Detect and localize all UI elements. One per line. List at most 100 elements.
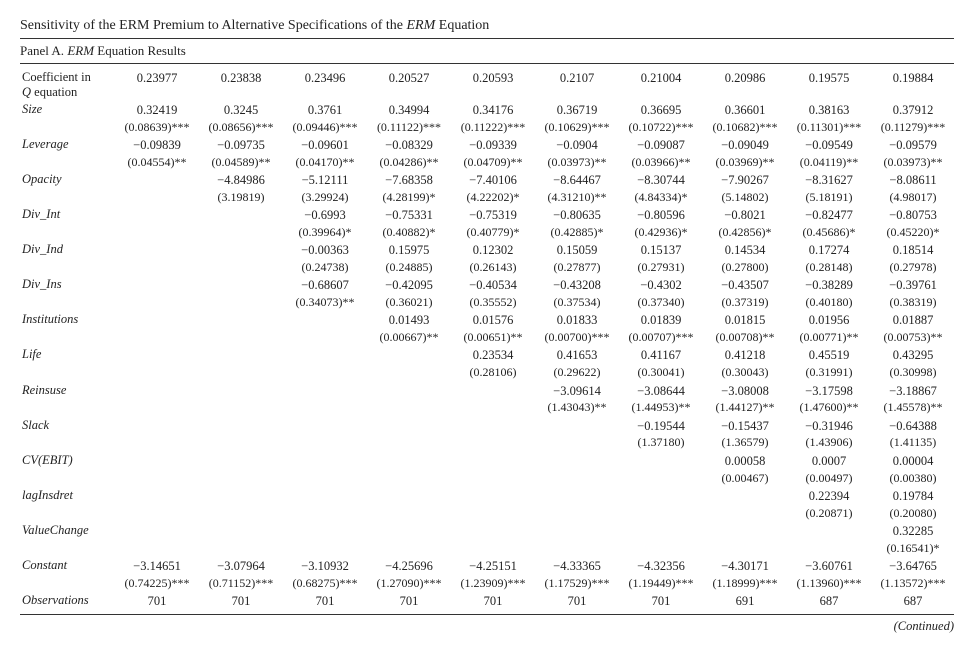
table-row: Div_Ind−0.003630.159750.123020.150590.15… [20,240,955,259]
bottom-rule [20,614,954,615]
se-cell: (0.30043) [703,364,787,380]
table-row: Leverage−0.09839−0.09735−0.09601−0.08329… [20,135,955,154]
se-cell: (0.31991) [787,364,871,380]
coef-cell: −0.80596 [619,205,703,224]
se-cell: (0.09446)*** [283,119,367,135]
coef-cell: −0.43507 [703,275,787,294]
coef-cell: 0.19884 [871,68,955,100]
coef-cell [115,381,199,400]
table-row: Size0.324190.32450.37610.349940.341760.3… [20,100,955,119]
coef-cell: 0.41218 [703,345,787,364]
se-cell [283,540,367,556]
se-cell [619,505,703,521]
coef-cell: −4.33365 [535,556,619,575]
se-cell: (0.68275)*** [283,575,367,591]
coef-cell: 0.01815 [703,310,787,329]
coef-cell: −3.18867 [871,381,955,400]
coef-cell [115,486,199,505]
se-cell [199,505,283,521]
coef-cell [283,451,367,470]
coef-cell: −3.17598 [787,381,871,400]
coef-cell [115,240,199,259]
se-cell: (4.28199)* [367,189,451,205]
coef-cell [451,521,535,540]
coef-cell: −3.14651 [115,556,199,575]
se-cell [115,364,199,380]
se-cell [199,434,283,450]
row-label: Div_Int [20,205,115,224]
coef-cell [787,521,871,540]
coef-cell: −0.09549 [787,135,871,154]
se-cell: (1.27090)*** [367,575,451,591]
se-cell: (0.24885) [367,259,451,275]
coef-cell: −0.8021 [703,205,787,224]
coef-cell [535,451,619,470]
se-cell [283,470,367,486]
coef-cell: 687 [871,591,955,610]
se-cell: (0.11279)*** [871,119,955,135]
coef-cell: 0.20593 [451,68,535,100]
se-cell: (0.03973)** [535,154,619,170]
coef-cell: 0.3761 [283,100,367,119]
se-cell [367,505,451,521]
se-cell: (0.00707)*** [619,329,703,345]
se-cell: (0.00700)*** [535,329,619,345]
table-row: Coefficient in Q equation0.239770.238380… [20,68,955,100]
se-cell: (0.36021) [367,294,451,310]
coef-cell: −0.08329 [367,135,451,154]
coef-cell: −3.07964 [199,556,283,575]
se-cell [115,505,199,521]
se-cell [283,505,367,521]
se-cell: (0.04119)** [787,154,871,170]
se-cell: (5.18191) [787,189,871,205]
coef-cell: 0.19784 [871,486,955,505]
coef-cell: −4.30171 [703,556,787,575]
coef-cell: −3.09614 [535,381,619,400]
coef-cell: 0.2107 [535,68,619,100]
se-cell: (0.42936)* [619,224,703,240]
se-cell: (0.30041) [619,364,703,380]
row-label: Slack [20,416,115,435]
coef-cell: 0.12302 [451,240,535,259]
coef-cell: 0.20527 [367,68,451,100]
se-cell [451,540,535,556]
se-cell: (0.10629)*** [535,119,619,135]
row-label: Leverage [20,135,115,154]
coef-cell: 0.18514 [871,240,955,259]
table-row: Institutions0.014930.015760.018330.01839… [20,310,955,329]
coef-cell: −0.82477 [787,205,871,224]
coef-cell: 0.20986 [703,68,787,100]
se-cell: (1.17529)*** [535,575,619,591]
se-cell: (0.39964)* [283,224,367,240]
se-cell: (0.28148) [787,259,871,275]
table-row: CV(EBIT)0.000580.00070.00004 [20,451,955,470]
table-row: (0.28106)(0.29622)(0.30041)(0.30043)(0.3… [20,364,955,380]
se-cell: (1.13572)*** [871,575,955,591]
coef-cell [703,521,787,540]
table-row: (0.39964)*(0.40882)*(0.40779)*(0.42885)*… [20,224,955,240]
table-title: Sensitivity of the ERM Premium to Altern… [20,18,954,34]
coef-cell: 0.3245 [199,100,283,119]
coef-cell: 0.01493 [367,310,451,329]
results-table: Coefficient in Q equation0.239770.238380… [20,68,955,610]
coef-cell: 0.37912 [871,100,955,119]
se-cell: (4.22202)* [451,189,535,205]
coef-cell: 0.19575 [787,68,871,100]
coef-cell [199,521,283,540]
se-cell [451,505,535,521]
table-row: Observations7017017017017017017016916876… [20,591,955,610]
se-cell: (1.45578)** [871,399,955,415]
coef-cell [115,521,199,540]
se-cell [115,224,199,240]
coef-cell: −0.09579 [871,135,955,154]
coef-cell [115,205,199,224]
se-cell: (0.00497) [787,470,871,486]
se-cell: (0.24738) [283,259,367,275]
row-label: Life [20,345,115,364]
coef-cell [367,345,451,364]
se-cell: (0.10722)*** [619,119,703,135]
se-cell: (0.00651)** [451,329,535,345]
coef-cell: 0.43295 [871,345,955,364]
se-cell: (4.31210)** [535,189,619,205]
se-cell [199,364,283,380]
